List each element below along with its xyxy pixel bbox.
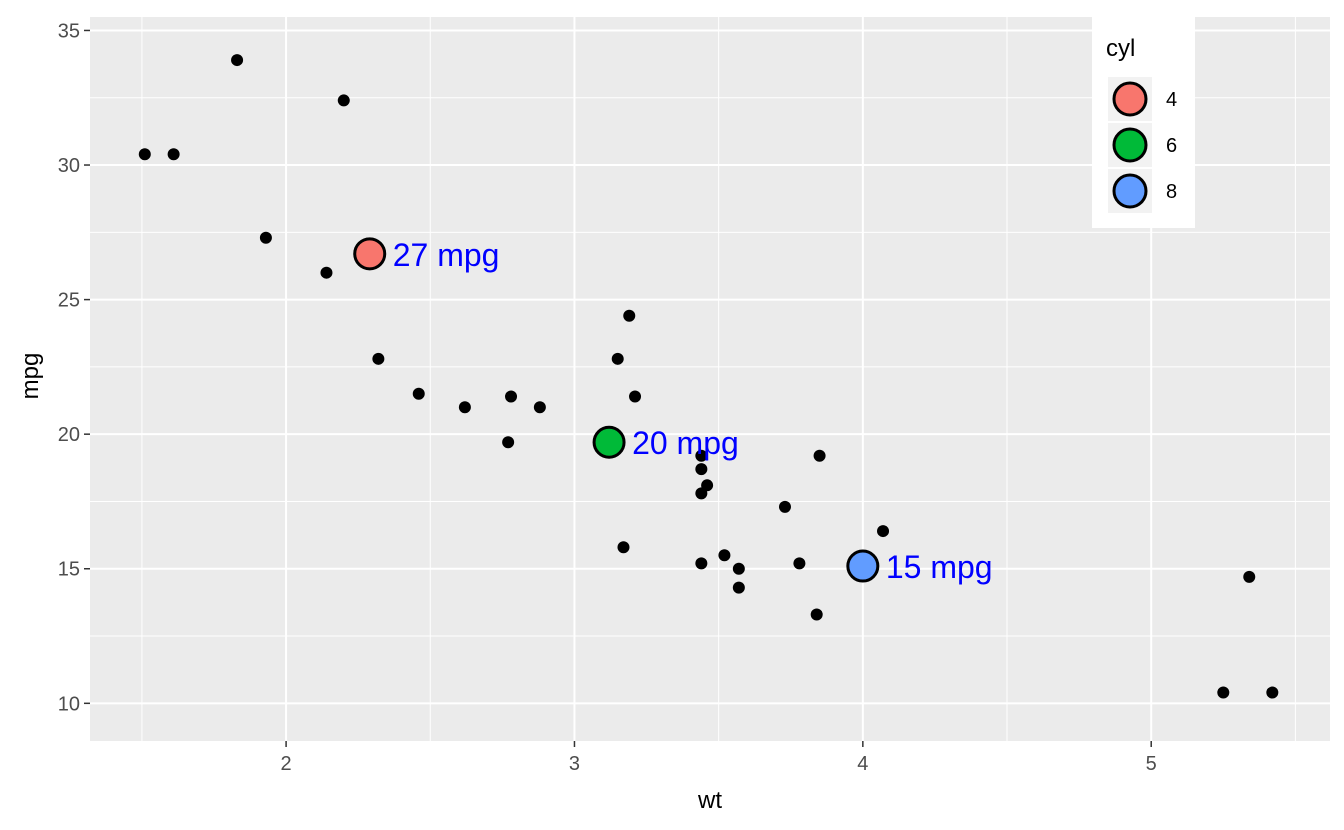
- y-tick-label: 20: [58, 424, 80, 446]
- data-point: [259, 231, 272, 244]
- y-tick-label: 15: [58, 559, 80, 581]
- data-point: [877, 525, 890, 538]
- legend-key-8: [1112, 173, 1148, 209]
- legend-label-6: 6: [1166, 135, 1177, 157]
- y-tick-label: 10: [58, 693, 80, 715]
- data-point: [629, 390, 642, 403]
- x-axis-title: wt: [697, 787, 722, 814]
- legend-entries: 4 6 8: [1108, 77, 1177, 213]
- highlighted-points: 27 mpg 20 mpg 15 mpg: [353, 237, 993, 585]
- data-point: [1266, 686, 1279, 699]
- data-point: [810, 608, 823, 621]
- legend-label-4: 4: [1166, 89, 1177, 111]
- data-point: [458, 401, 471, 414]
- data-point: [337, 94, 350, 107]
- y-tick-label: 35: [58, 20, 80, 42]
- data-point: [813, 449, 826, 462]
- x-tick-label: 5: [1146, 753, 1157, 775]
- data-point: [701, 479, 714, 492]
- annotation-label-cyl-6: 20 mpg: [632, 425, 739, 461]
- legend: cyl 4 6 8: [1092, 16, 1195, 228]
- data-point: [231, 54, 244, 67]
- data-point: [695, 463, 708, 476]
- data-point: [1243, 570, 1256, 583]
- data-points: [138, 54, 1279, 699]
- data-point: [1217, 686, 1230, 699]
- data-point: [412, 387, 425, 400]
- data-point: [793, 557, 806, 570]
- annotation-label-cyl-4: 27 mpg: [393, 237, 500, 273]
- highlighted-point-cyl-4: [353, 237, 387, 271]
- data-point: [695, 557, 708, 570]
- x-tick-label: 3: [569, 753, 580, 775]
- annotation-label-cyl-8: 15 mpg: [886, 549, 993, 585]
- x-tick-label: 2: [281, 753, 292, 775]
- data-point: [617, 541, 630, 554]
- x-tick-label: 4: [857, 753, 868, 775]
- y-tick-label: 30: [58, 155, 80, 177]
- data-point: [320, 266, 333, 279]
- data-point: [732, 562, 745, 575]
- highlighted-point-cyl-8: [846, 549, 880, 583]
- legend-key-6: [1112, 127, 1148, 163]
- data-point: [138, 148, 151, 161]
- y-tick-label: 25: [58, 290, 80, 312]
- axes: 2 3 4 5 10 15 20 25 30 35: [58, 20, 1157, 775]
- data-point: [372, 352, 385, 365]
- data-point: [732, 581, 745, 594]
- data-point: [611, 352, 624, 365]
- data-point: [505, 390, 518, 403]
- data-point: [718, 549, 731, 562]
- data-point: [502, 436, 515, 449]
- data-point: [167, 148, 180, 161]
- legend-title: cyl: [1106, 35, 1135, 62]
- legend-key-4: [1112, 81, 1148, 117]
- data-point: [695, 449, 708, 462]
- data-point: [533, 401, 546, 414]
- data-point: [778, 500, 791, 513]
- y-axis-title: mpg: [17, 353, 44, 400]
- highlighted-point-cyl-6: [592, 425, 626, 459]
- legend-label-8: 8: [1166, 181, 1177, 203]
- data-point: [623, 309, 636, 322]
